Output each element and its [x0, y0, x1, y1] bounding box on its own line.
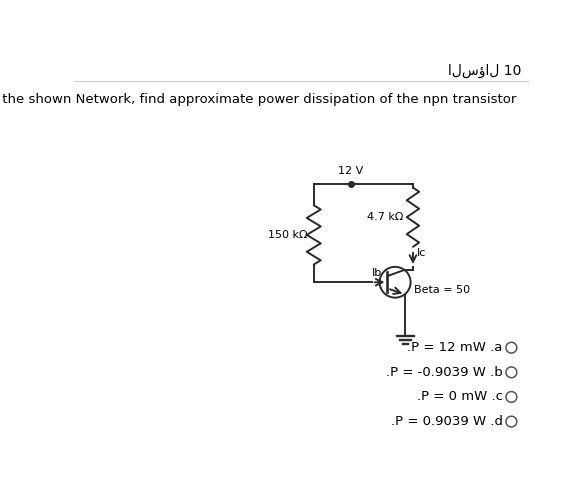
Text: .P = 0.9039 W .d: .P = 0.9039 W .d — [391, 415, 503, 428]
Text: Ib: Ib — [372, 268, 382, 278]
Text: 4.7 kΩ: 4.7 kΩ — [368, 212, 403, 222]
Text: .P = 0 mW .c: .P = 0 mW .c — [417, 391, 503, 404]
Text: Ic: Ic — [417, 248, 426, 258]
Text: :For the shown Network, find approximate power dissipation of the npn transistor: :For the shown Network, find approximate… — [0, 93, 517, 106]
Text: .P = 12 mW .a: .P = 12 mW .a — [407, 341, 503, 354]
Text: 150 kΩ: 150 kΩ — [268, 230, 308, 240]
Text: السؤال 10: السؤال 10 — [448, 64, 522, 78]
Text: .P = -0.9039 W .b: .P = -0.9039 W .b — [386, 366, 503, 379]
Text: Beta = 50: Beta = 50 — [415, 285, 470, 295]
Text: 12 V: 12 V — [338, 166, 363, 176]
